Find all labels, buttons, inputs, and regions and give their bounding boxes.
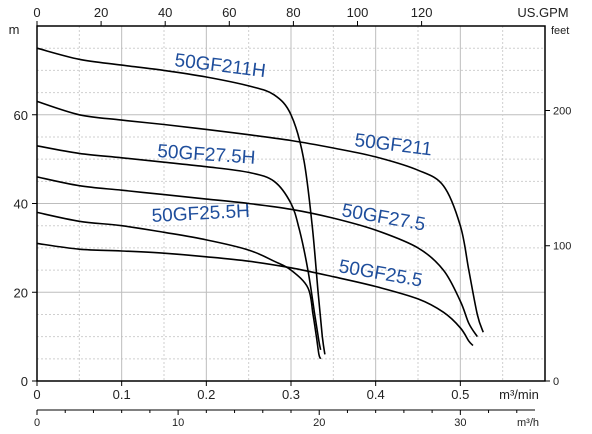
bottom-tick-label: 0.4 — [367, 387, 385, 402]
top-tick-label: 40 — [158, 5, 172, 20]
curve-50GF27.5 — [36, 176, 478, 338]
bottom-tick-label: 0.3 — [282, 387, 300, 402]
series-label-50GF27.5: 50GF27.5 — [340, 200, 427, 235]
curve-50GF211H — [36, 47, 326, 355]
top-tick-label: 80 — [286, 5, 300, 20]
top-tick-label: 100 — [347, 5, 369, 20]
bottom-unit-label: m³/min — [499, 387, 539, 402]
top-unit-label: US.GPM — [517, 5, 568, 20]
curves — [36, 47, 484, 360]
right-unit-label: feet — [551, 25, 569, 37]
bottom2-unit-label: m³/h — [517, 417, 539, 429]
axes — [32, 21, 550, 415]
right-tick-label: 100 — [553, 241, 571, 253]
bottom-tick-label: 0.2 — [197, 387, 215, 402]
series-label-50GF27.5H: 50GF27.5H — [157, 141, 256, 169]
series-label-50GF211H: 50GF211H — [173, 50, 266, 82]
top-tick-label: 60 — [222, 5, 236, 20]
bottom2-tick-label: 0 — [34, 417, 40, 429]
series-label-50GF25.5H: 50GF25.5H — [151, 201, 250, 227]
top-tick-label: 20 — [94, 5, 108, 20]
top-tick-label: 120 — [411, 5, 433, 20]
bottom-tick-label: 0 — [33, 387, 40, 402]
left-tick-label: 60 — [14, 108, 28, 123]
right-tick-label: 0 — [553, 376, 559, 388]
bottom2-tick-label: 20 — [313, 417, 325, 429]
bottom2-tick-label: 30 — [454, 417, 466, 429]
curve-50GF25.5H — [36, 211, 322, 360]
curve-50GF211 — [36, 100, 484, 333]
curve-50GF27.5H — [36, 145, 322, 351]
series-label-50GF25.5: 50GF25.5 — [337, 256, 424, 291]
bottom2-tick-label: 10 — [172, 417, 184, 429]
left-tick-label: 0 — [21, 374, 28, 389]
left-tick-label: 40 — [14, 197, 28, 212]
left-unit-label: m — [9, 22, 20, 37]
left-tick-label: 20 — [14, 285, 28, 300]
bottom-tick-label: 0.5 — [451, 387, 469, 402]
right-tick-label: 200 — [553, 105, 571, 117]
curve-50GF25.5 — [36, 242, 474, 347]
series-label-50GF211: 50GF211 — [353, 130, 433, 160]
bottom-tick-label: 0.1 — [113, 387, 131, 402]
tick-labels: 0 20 40 60 80 100 120 US.GPM0204060m0100200feet… — [9, 5, 572, 429]
top-tick-label: 0 — [33, 5, 40, 20]
